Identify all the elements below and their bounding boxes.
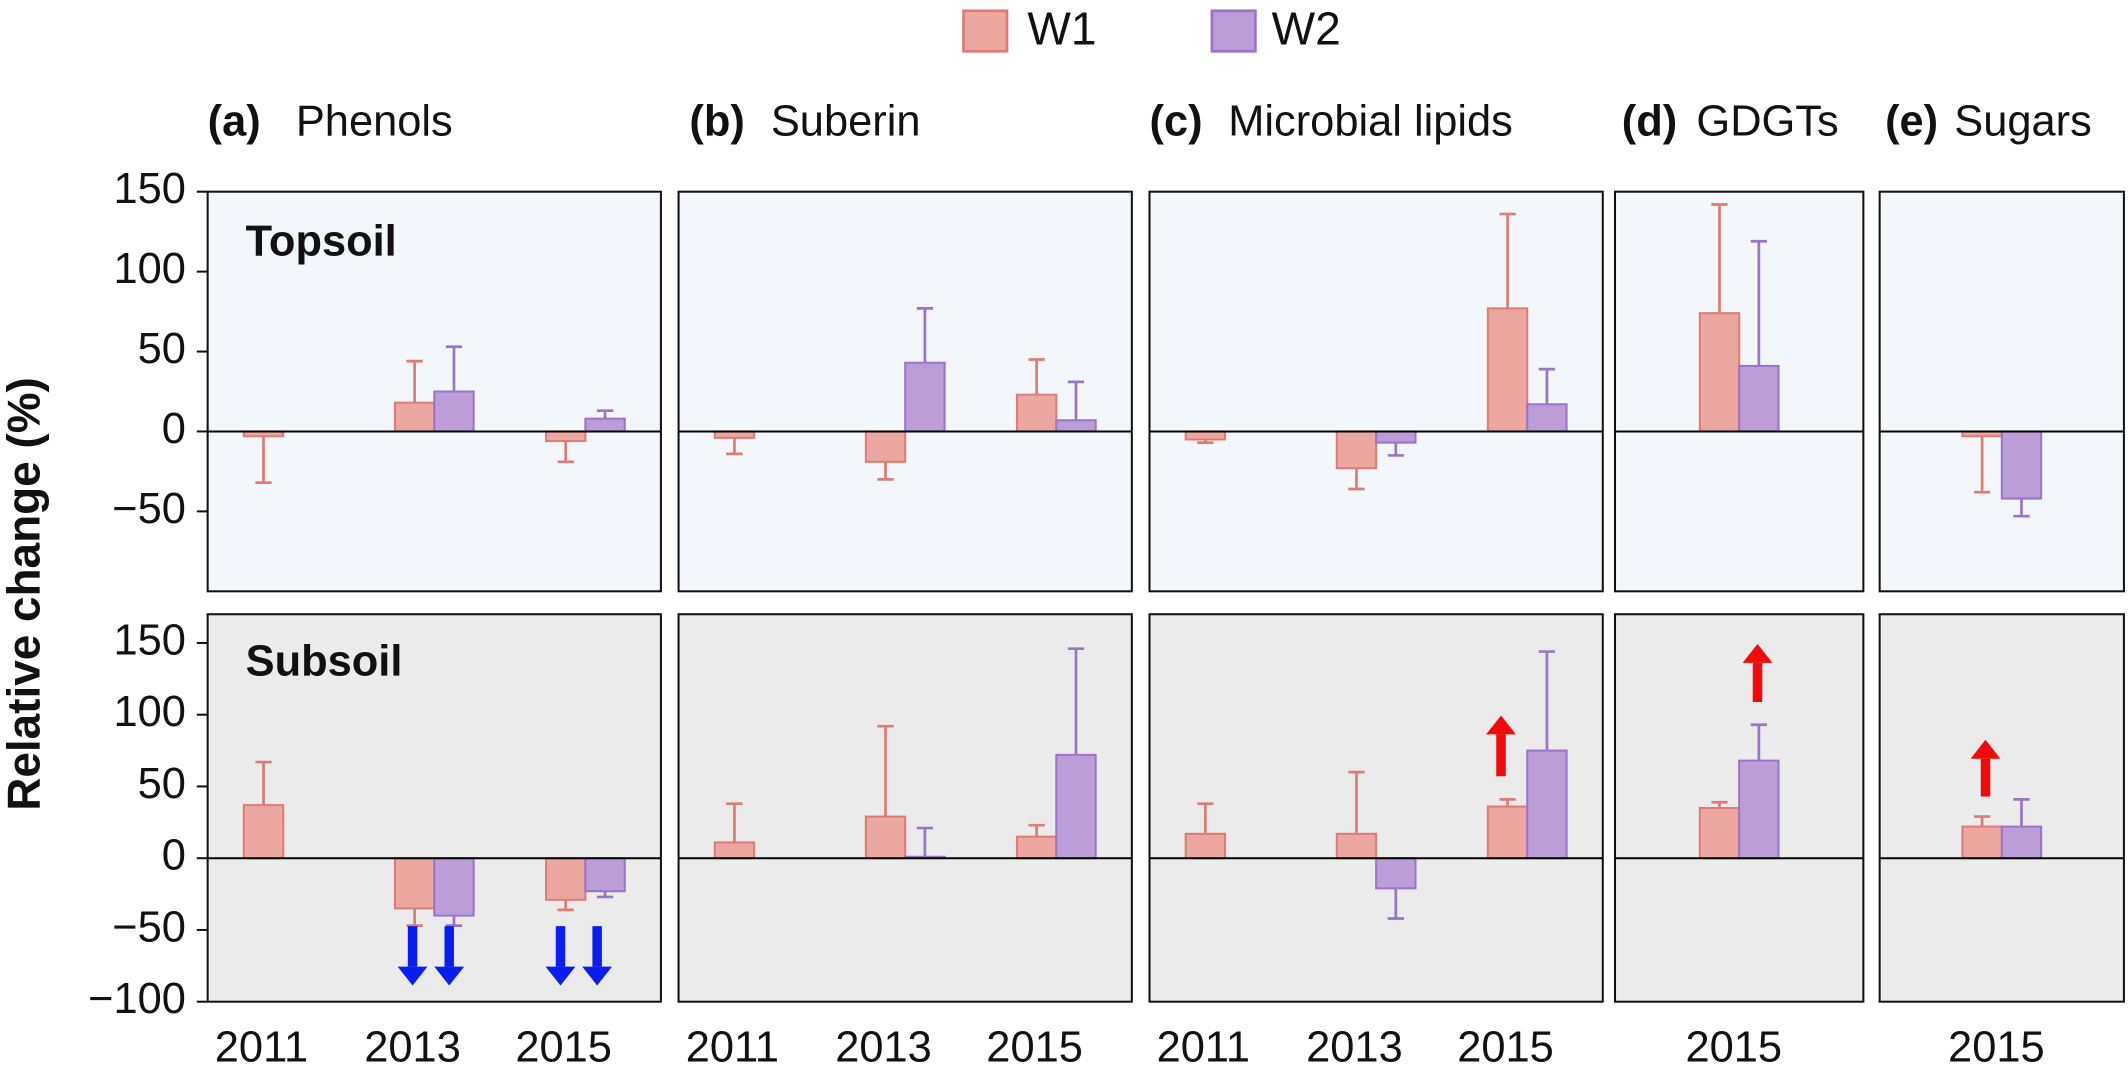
significance-arrowhead [1970,739,2001,759]
bar [584,417,626,433]
significance-arrowhead [397,966,428,986]
legend-swatch [962,9,1009,53]
panel-label: (a) [208,98,261,146]
bar [393,401,436,433]
panel-frame [1613,190,1865,593]
panel-background [1149,191,1603,592]
panel-title: Microbial lipids [1228,98,1513,146]
panel-frame [1148,190,1604,593]
bar [1375,857,1417,890]
legend-label: W2 [1272,3,1341,55]
x-tick-label: 2011 [1157,1024,1250,1072]
panel-label: (c) [1149,98,1202,146]
bar [545,857,587,901]
x-tick-label: 2011 [215,1024,308,1072]
y-tick-label: −50 [112,903,186,951]
bar [1375,430,1417,444]
bar [1184,430,1227,441]
panel-frame [1148,613,1604,1003]
y-tick-label: −100 [88,975,186,1023]
panel-frame [206,613,662,1003]
bar [864,815,907,860]
bar [864,430,907,463]
bar [1526,749,1568,860]
bar [545,430,587,443]
x-tick-label: 2015 [1457,1024,1554,1072]
significance-arrowhead [1742,643,1773,663]
panel-frame [206,190,662,593]
bar [433,857,475,917]
y-tick-label: −50 [112,485,186,533]
panel-label: (b) [689,98,744,146]
panel-title: GDGTs [1696,98,1838,146]
panel-title: Sugars [1954,98,2092,146]
bar [584,857,626,893]
bar [1015,393,1058,433]
y-tick-label: 150 [113,165,185,213]
row-label: Topsoil [246,218,397,266]
bar [1335,430,1378,470]
y-tick-label: 100 [113,245,185,293]
y-tick-label: 100 [113,688,185,736]
panel-label: (e) [1885,98,1938,146]
bar [1055,419,1097,433]
x-tick-label: 2015 [1685,1024,1782,1072]
panel-frame [677,613,1133,1003]
bar [1526,403,1568,433]
significance-arrowhead [434,966,465,986]
bar [242,804,285,860]
legend-swatch [1210,9,1257,53]
bar [2000,825,2043,860]
bar [2000,430,2043,500]
bar [713,841,756,860]
y-tick-label: 150 [113,616,185,664]
y-tick-label: 0 [162,832,186,880]
bar [1738,364,1780,433]
x-tick-label: 2013 [835,1024,932,1072]
significance-arrowhead [582,966,613,986]
bar [1738,759,1780,860]
row-label: Subsoil [246,638,403,686]
x-tick-label: 2015 [515,1024,612,1072]
panel-background [1879,191,2124,592]
significance-arrowhead [545,966,576,986]
bar [904,361,946,433]
panel-frame [1613,613,1865,1003]
bar [433,390,475,433]
panel-frame [677,190,1133,593]
x-tick-label: 2013 [1306,1024,1403,1072]
legend-label: W1 [1027,3,1096,55]
y-tick-label: 50 [138,760,186,808]
panel-title: Phenols [296,98,453,146]
bar [1055,753,1097,860]
panel-frame [1878,613,2125,1003]
x-tick-label: 2011 [686,1024,779,1072]
x-tick-label: 2015 [1948,1024,2045,1072]
y-tick-label: 50 [138,325,186,373]
bar [1015,835,1058,860]
bar [1335,832,1378,860]
significance-arrowhead [1486,715,1516,735]
bar [1486,805,1529,860]
bar [1698,806,1741,860]
x-tick-label: 2015 [986,1024,1083,1072]
bar [393,857,436,910]
bar [1961,825,2003,860]
bar [1184,832,1227,860]
y-tick-label: 0 [162,405,186,453]
bar [1486,307,1529,433]
y-axis-label: Relative change (%) [0,377,49,811]
panel-title: Suberin [771,98,921,146]
x-tick-label: 2013 [364,1024,461,1072]
panel-frame [1878,190,2125,593]
panel-label: (d) [1622,98,1677,146]
bar [1698,312,1741,433]
panel-background [1879,614,2124,1002]
